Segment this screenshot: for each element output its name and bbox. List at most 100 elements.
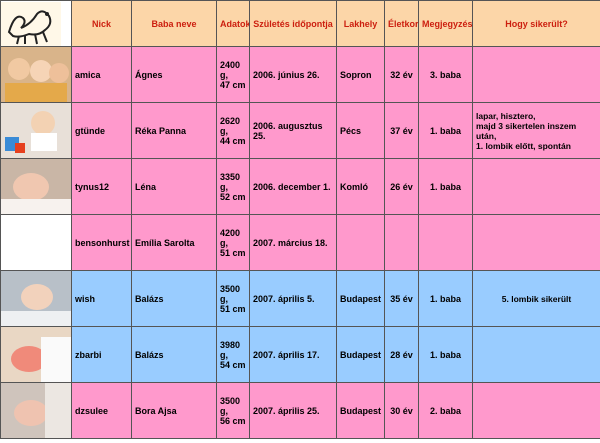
residence-cell: Budapest xyxy=(336,326,385,383)
residence-cell xyxy=(336,214,385,271)
residence-cell: Pécs xyxy=(336,102,385,159)
data-cell: 3350 g, 52 cm xyxy=(216,158,250,215)
table-row: gtünde Réka Panna 2620 g, 44 cm 2006. aug… xyxy=(0,102,600,159)
birth-date-cell: 2007. április 25. xyxy=(249,382,337,439)
nick-cell: dzsulee xyxy=(71,382,132,439)
age-cell: 35 év xyxy=(384,270,419,327)
birth-date-cell: 2006. június 26. xyxy=(249,46,337,103)
header-nick: Nick xyxy=(71,0,132,47)
logo-cell xyxy=(0,0,72,47)
table-row: bensonhurst Emília Sarolta 4200 g, 51 cm … xyxy=(0,214,600,271)
residence-cell: Komló xyxy=(336,158,385,215)
baby-name-cell: Léna xyxy=(131,158,217,215)
age-cell: 37 év xyxy=(384,102,419,159)
weight: 3980 g, xyxy=(220,339,241,360)
table-row: dzsulee Bora Ajsa 3500 g, 56 cm 2007. ápr… xyxy=(0,382,600,439)
weight: 4200 g, xyxy=(220,227,241,248)
residence-cell: Budapest xyxy=(336,270,385,327)
header-lakhely: Lakhely xyxy=(336,0,385,47)
age-cell: 30 év xyxy=(384,382,419,439)
note-cell: 1. baba xyxy=(418,158,473,215)
note-cell xyxy=(418,214,473,271)
baby-photo xyxy=(0,270,72,327)
data-cell: 3980 g, 54 cm xyxy=(216,326,250,383)
baby-photo xyxy=(0,214,72,271)
note-cell: 2. baba xyxy=(418,382,473,439)
residence-cell: Sopron xyxy=(336,46,385,103)
note-cell: 1. baba xyxy=(418,326,473,383)
nick-cell: wish xyxy=(71,270,132,327)
header-baba-neve: Baba neve xyxy=(131,0,217,47)
header-row: Nick Baba neve Adatok Születés időpontja… xyxy=(0,0,600,47)
weight: 2620 g, xyxy=(220,115,241,136)
stork-logo-icon xyxy=(1,1,61,46)
how-cell xyxy=(472,382,600,439)
nick-cell: amica xyxy=(71,46,132,103)
weight: 2400 g, xyxy=(220,59,241,80)
header-hogy: Hogy sikerült? xyxy=(472,0,600,47)
baby-photo xyxy=(0,382,72,439)
how-cell xyxy=(472,158,600,215)
how-cell xyxy=(472,326,600,383)
baby-photo-icon xyxy=(1,159,71,214)
nick-cell: zbarbi xyxy=(71,326,132,383)
how-cell xyxy=(472,214,600,271)
birth-date-cell: 2007. március 18. xyxy=(249,214,337,271)
baby-photo-icon xyxy=(1,103,71,158)
length: 54 cm xyxy=(220,359,246,370)
age-cell xyxy=(384,214,419,271)
nick-cell: bensonhurst xyxy=(71,214,132,271)
baby-name-cell: Réka Panna xyxy=(131,102,217,159)
baby-name-cell: Balázs xyxy=(131,326,217,383)
baby-photo xyxy=(0,102,72,159)
age-cell: 26 év xyxy=(384,158,419,215)
birth-date-cell: 2006. augusztus 25. xyxy=(249,102,337,159)
baby-photo xyxy=(0,326,72,383)
note-cell: 1. baba xyxy=(418,102,473,159)
table-row: wish Balázs 3500 g, 51 cm 2007. április 5… xyxy=(0,270,600,327)
weight: 3500 g, xyxy=(220,283,241,304)
note-cell: 3. baba xyxy=(418,46,473,103)
header-szuletes: Születés időpontja xyxy=(249,0,337,47)
baby-photo-icon xyxy=(1,327,71,382)
age-cell: 32 év xyxy=(384,46,419,103)
baby-photo xyxy=(0,158,72,215)
data-cell: 3500 g, 51 cm xyxy=(216,270,250,327)
baby-name-cell: Bora Ajsa xyxy=(131,382,217,439)
length: 51 cm xyxy=(220,247,246,258)
table-row: amica Ágnes 2400 g, 47 cm 2006. június 26… xyxy=(0,46,600,103)
how-cell: 5. lombik sikerült xyxy=(472,270,600,327)
data-cell: 2620 g, 44 cm xyxy=(216,102,250,159)
data-cell: 4200 g, 51 cm xyxy=(216,214,250,271)
birth-date-cell: 2007. április 17. xyxy=(249,326,337,383)
length: 51 cm xyxy=(220,303,246,314)
data-cell: 3500 g, 56 cm xyxy=(216,382,250,439)
nick-cell: tynus12 xyxy=(71,158,132,215)
weight: 3350 g, xyxy=(220,171,241,192)
header-eletkor: Életkor xyxy=(384,0,419,47)
data-cell: 2400 g, 47 cm xyxy=(216,46,250,103)
baby-photo xyxy=(0,46,72,103)
baby-photo-icon xyxy=(1,47,71,102)
how-cell xyxy=(472,46,600,103)
how-cell: lapar, hisztero, majd 3 sikertelen inszem… xyxy=(472,102,600,159)
birth-date-cell: 2007. április 5. xyxy=(249,270,337,327)
nick-cell: gtünde xyxy=(71,102,132,159)
baby-name-cell: Balázs xyxy=(131,270,217,327)
length: 47 cm xyxy=(220,79,246,90)
length: 44 cm xyxy=(220,135,246,146)
baby-name-cell: Emília Sarolta xyxy=(131,214,217,271)
header-megjegyzes: Megjegyzés xyxy=(418,0,473,47)
baby-photo-icon xyxy=(1,383,71,438)
weight: 3500 g, xyxy=(220,395,241,416)
residence-cell: Budapest xyxy=(336,382,385,439)
table-row: zbarbi Balázs 3980 g, 54 cm 2007. április… xyxy=(0,326,600,383)
baby-name-cell: Ágnes xyxy=(131,46,217,103)
header-adatok: Adatok xyxy=(216,0,250,47)
birth-date-cell: 2006. december 1. xyxy=(249,158,337,215)
note-cell: 1. baba xyxy=(418,270,473,327)
table-row: tynus12 Léna 3350 g, 52 cm 2006. december… xyxy=(0,158,600,215)
baby-photo-icon xyxy=(1,271,71,326)
age-cell: 28 év xyxy=(384,326,419,383)
